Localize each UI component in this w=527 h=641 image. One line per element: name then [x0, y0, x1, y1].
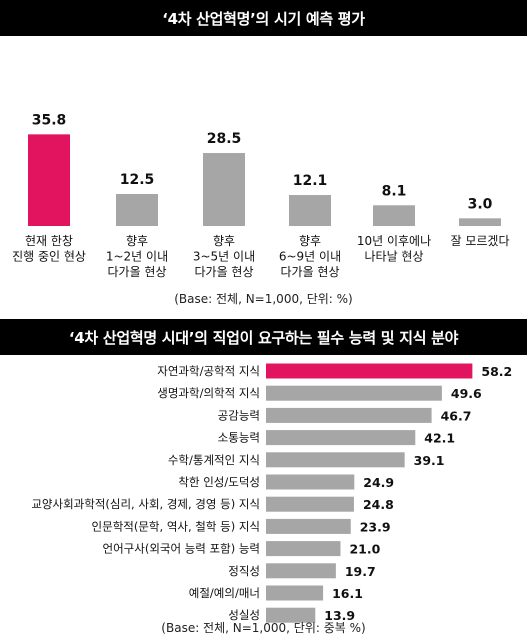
chart1-category-label: 향후 — [299, 234, 321, 248]
chart2-value-label: 24.8 — [363, 497, 394, 512]
chart2-category-label: 성실성 — [228, 608, 260, 622]
chart2-bar — [266, 385, 442, 401]
chart2-category-label: 수학/통계적인 지식 — [168, 453, 260, 467]
chart1-category-label: 1~2년 이내 — [106, 250, 168, 264]
chart1-category-label: 6~9년 이내 — [279, 250, 341, 264]
chart2-category-label: 예절/예의/매너 — [189, 586, 260, 600]
chart2-bar — [266, 363, 473, 379]
chart1-bar — [289, 195, 331, 226]
chart2-bar — [266, 452, 405, 468]
chart1-bar — [203, 153, 245, 226]
chart2-value-label: 21.0 — [349, 542, 380, 557]
chart2-bar — [266, 430, 416, 446]
chart1-bar — [116, 194, 158, 226]
chart2-category-label: 언어구사(외국어 능력 포함) 능력 — [103, 542, 260, 556]
chart2-category-label: 자연과학/공학적 지식 — [157, 364, 260, 378]
chart2-bar — [266, 474, 355, 490]
chart2-category-label: 정직성 — [228, 564, 260, 578]
chart2-category-label: 착한 인성/도덕성 — [178, 475, 260, 489]
chart1-category-label: 향후 — [213, 234, 235, 248]
chart1-title: ‘4차 산업혁명’의 시기 예측 평가 — [0, 0, 527, 36]
chart1-category-label: 진행 중인 현상 — [12, 249, 86, 264]
chart1-category-label: 현재 한창 — [25, 234, 73, 248]
chart1-value-label: 35.8 — [32, 112, 67, 128]
chart2-category-label: 소통능력 — [218, 431, 260, 445]
chart1-category-label: 10년 이후에나 — [357, 234, 431, 248]
chart1-bar — [28, 134, 70, 226]
chart2-base-note: (Base: 전체, N=1,000, 단위: 중복 %) — [161, 621, 366, 635]
chart2-category-label: 교양사회과학적(심리, 사회, 경제, 경영 등) 지식 — [31, 497, 260, 511]
chart2-bar — [266, 541, 341, 557]
chart1-base-note: (Base: 전체, N=1,000, 단위: %) — [174, 292, 353, 306]
chart2-value-label: 24.9 — [363, 475, 394, 490]
chart2-value-label: 16.1 — [332, 586, 363, 601]
chart2-value-label: 49.6 — [451, 386, 482, 401]
chart1-value-label: 3.0 — [468, 196, 493, 212]
chart1-bar — [459, 218, 501, 226]
chart1-value-label: 12.5 — [120, 172, 155, 188]
chart2-title: ‘4차 산업혁명 시대’의 직업이 요구하는 필수 능력 및 지식 분야 — [0, 319, 527, 355]
chart1-value-label: 12.1 — [293, 173, 328, 189]
chart2-value-label: 39.1 — [414, 453, 445, 468]
chart2-category-label: 생명과학/의학적 지식 — [157, 386, 260, 400]
chart2-bar — [266, 407, 432, 423]
chart2-value-label: 46.7 — [441, 408, 472, 423]
chart2-bar — [266, 496, 354, 512]
chart2-category-label: 인문학적(문학, 역사, 철학 등) 지식 — [92, 519, 260, 533]
chart2-bar — [266, 607, 316, 623]
chart1-category-label: 다가올 현상 — [107, 265, 166, 279]
chart1-value-label: 28.5 — [207, 131, 242, 147]
chart1-value-label: 8.1 — [382, 183, 407, 199]
chart2-value-label: 19.7 — [345, 564, 376, 579]
chart1-category-label: 다가올 현상 — [280, 265, 339, 279]
chart2-bar — [266, 518, 351, 534]
chart2-bar — [266, 585, 324, 601]
chart2-value-label: 58.2 — [481, 364, 512, 379]
chart1-category-label: 다가올 현상 — [194, 265, 253, 279]
chart2-value-label: 42.1 — [424, 431, 455, 446]
chart2-category-label: 공감능력 — [218, 408, 260, 422]
chart2-value-label: 13.9 — [324, 608, 355, 623]
chart2-value-label: 23.9 — [360, 519, 391, 534]
chart2-bar — [266, 563, 336, 579]
chart1-bar — [373, 205, 415, 226]
chart1-category-label: 향후 — [126, 234, 148, 248]
chart1-category-label: 3~5년 이내 — [193, 250, 255, 264]
chart1-category-label: 나타날 현상 — [364, 250, 423, 264]
chart1-category-label: 잘 모르겠다 — [450, 234, 509, 248]
